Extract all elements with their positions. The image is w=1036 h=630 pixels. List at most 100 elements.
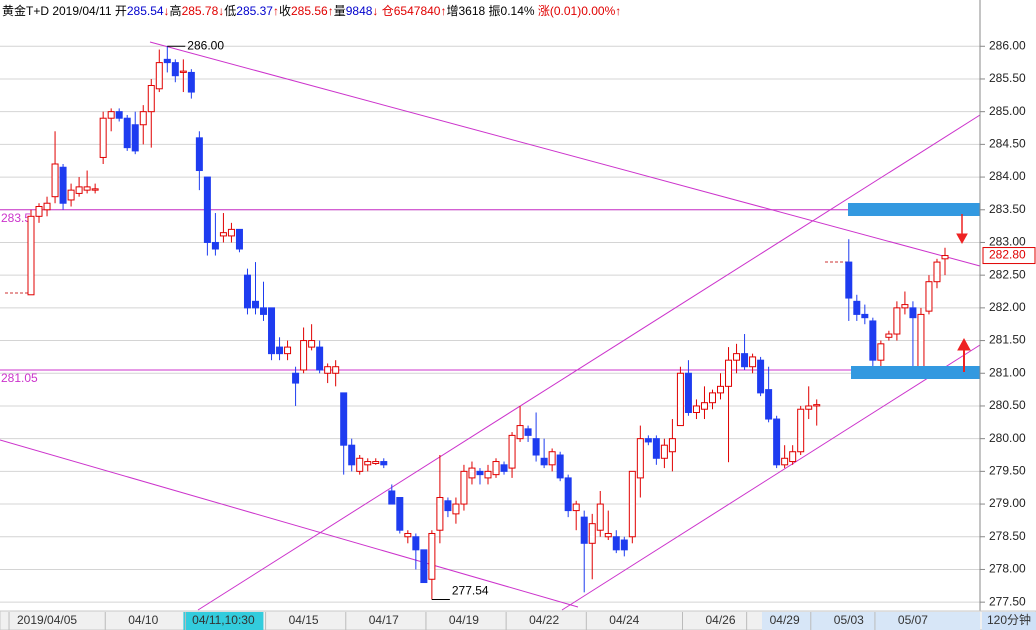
candle-body: [789, 451, 797, 463]
candle-body: [364, 461, 372, 466]
arrow-head: [957, 337, 971, 351]
candle-body: [324, 366, 332, 374]
candle-body: [813, 404, 821, 407]
x-tick-label: 05/07: [898, 613, 928, 627]
x-tick-label: 04/24: [609, 613, 639, 627]
candle-body: [652, 438, 660, 459]
candle-body: [187, 71, 195, 93]
y-tick-label: 281.00: [989, 365, 1026, 379]
candle-body: [564, 477, 572, 512]
candle-body: [556, 454, 564, 479]
candle-body: [708, 392, 716, 404]
x-tick-label: 04/19: [449, 613, 479, 627]
candle-body: [692, 405, 700, 413]
header-item: 收: [279, 4, 291, 18]
candle-body: [725, 359, 733, 387]
x-tick-label: 04/22: [529, 613, 559, 627]
candle-body: [308, 340, 316, 348]
candle-body: [508, 434, 516, 469]
candle-body: [733, 353, 741, 361]
header-item: 9848: [346, 4, 373, 18]
y-tick-label: 286.00: [989, 38, 1026, 52]
low-label: 277.54: [452, 584, 489, 598]
candle-body: [300, 340, 308, 371]
y-tick-label: 281.50: [989, 333, 1026, 347]
candle-body: [171, 62, 179, 77]
candle-body: [580, 516, 588, 544]
x-tick-label: 04/26: [705, 613, 735, 627]
candle-body: [797, 408, 805, 453]
candle-body: [91, 188, 99, 191]
candle-body: [853, 300, 861, 315]
trend-line: [149, 41, 981, 267]
candle-body: [147, 85, 155, 113]
candle-body: [139, 111, 147, 126]
candle-body: [460, 470, 468, 505]
header-item: 285.78: [182, 4, 219, 18]
x-axis-range: [762, 612, 980, 630]
candle-body: [476, 470, 484, 476]
candle-body: [660, 444, 668, 459]
header-item: 增3618 振0.14%: [446, 4, 537, 18]
candle-body: [316, 346, 324, 371]
candle-body: [243, 274, 251, 309]
candle-body: [35, 205, 43, 217]
candle-body: [757, 359, 765, 394]
header-item: 285.37: [236, 4, 273, 18]
candle-body: [107, 111, 115, 119]
header-item: ↓: [164, 4, 170, 18]
candle-body: [163, 58, 171, 64]
header-item: ↑: [273, 4, 279, 18]
candle-body: [524, 428, 532, 436]
candle-body: [941, 255, 949, 260]
h-line-label: 283.5: [1, 211, 31, 225]
zone-box: [848, 203, 980, 216]
trend-line: [197, 114, 981, 611]
y-tick-label: 285.50: [989, 71, 1026, 85]
candle-body: [428, 532, 436, 580]
candle-body: [67, 189, 75, 201]
y-tick-label: 283.00: [989, 235, 1026, 249]
candle-body: [668, 438, 676, 453]
candle-body: [516, 425, 524, 440]
candle-body: [805, 405, 813, 410]
candle-body: [700, 402, 708, 410]
candle-body: [749, 356, 757, 368]
candle-body: [588, 523, 596, 544]
trend-line: [561, 344, 981, 611]
candle-body: [436, 497, 444, 531]
y-tick-label: 278.00: [989, 562, 1026, 576]
markers: 286.00 277.54: [167, 38, 489, 601]
candle-body: [340, 392, 348, 446]
candle-body: [99, 117, 107, 158]
candle-body: [636, 438, 644, 479]
candle-body: [604, 532, 612, 538]
candle-body: [131, 124, 139, 152]
candle-body: [500, 464, 508, 472]
candle-body: [676, 372, 684, 427]
y-tick-label: 279.50: [989, 464, 1026, 478]
candle-body: [765, 389, 773, 420]
candle-body: [348, 444, 356, 466]
x-cursor-box: [183, 612, 264, 630]
header-item: 高: [170, 3, 182, 18]
x-tick-label: 04/29: [770, 613, 800, 627]
candle-body: [203, 176, 211, 243]
candle-body: [893, 307, 901, 335]
x-tick-label: 2019/04/05: [17, 613, 77, 627]
y-tick-label: 280.00: [989, 431, 1026, 445]
candle-body: [356, 457, 364, 472]
candle-body: [717, 385, 725, 394]
y-tick-label: 282.50: [989, 267, 1026, 281]
candle-body: [284, 346, 292, 355]
horizontal-lines: 283.5 281.05: [0, 209, 980, 385]
candle-body: [845, 261, 853, 299]
candle-body: [404, 532, 412, 538]
x-tick-label: 05/03: [834, 613, 864, 627]
candle-body: [644, 438, 652, 443]
candle-body: [925, 281, 933, 312]
header-item: 量: [334, 4, 346, 18]
axes: 277.50 278.00 278.50 279.00 279.50 280.00 280.…: [8, 38, 1036, 630]
